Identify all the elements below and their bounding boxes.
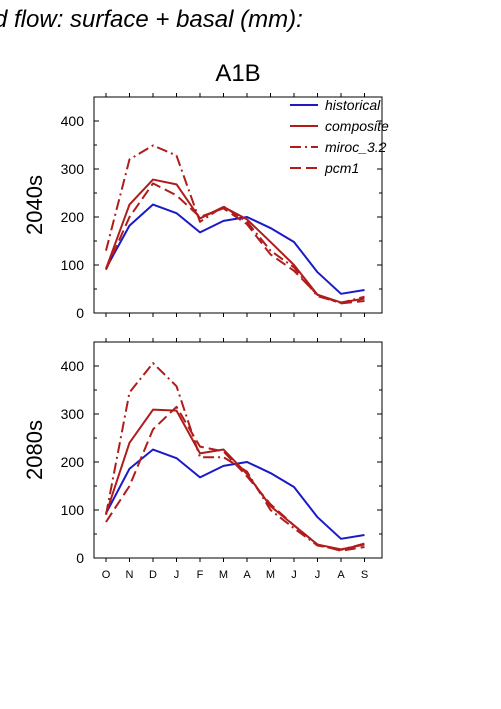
x-tick-label: A (243, 569, 251, 581)
series-line-composite (105, 408, 365, 551)
x-tick-label: J (291, 569, 297, 581)
y-tick-label: 100 (61, 502, 85, 518)
y-tick-label: 200 (61, 454, 85, 470)
y-tick-label: 0 (76, 305, 84, 321)
series-line-miroc-3-2 (105, 144, 365, 304)
x-tick-label: M (219, 569, 228, 581)
panel-label: 2080s (22, 420, 47, 480)
y-tick-label: 400 (61, 113, 85, 129)
legend: historical composite miroc_3.2 pcm1 (290, 97, 389, 176)
plot-frame (93, 341, 383, 559)
x-tick-label: M (266, 569, 275, 581)
legend-label: miroc_3.2 (325, 139, 387, 155)
series-line-pcm1 (105, 182, 365, 305)
legend-label: historical (325, 97, 381, 113)
y-tick-label: 0 (76, 550, 84, 566)
panel-label: 2040s (22, 175, 47, 235)
y-tick-label: 200 (61, 209, 85, 225)
chart-panel-2040s: 0 100 200 300 400 2040s historical composite mir… (22, 93, 389, 321)
legend-label: pcm1 (324, 160, 359, 176)
y-tick-label: 300 (61, 161, 85, 177)
x-tick-label: S (361, 569, 368, 581)
legend-label: composite (325, 118, 389, 134)
scenario-title: A1B (215, 60, 260, 87)
series-line-composite (105, 178, 365, 304)
y-tick-label: 300 (61, 406, 85, 422)
y-tick-label: 100 (61, 257, 85, 273)
x-tick-label: D (149, 569, 157, 581)
x-tick-label: N (126, 569, 134, 581)
chart-panel-2080s: 0 100 200 300 400 O N D J F M A M J J A S 2080s (22, 338, 383, 581)
plot-frame (93, 96, 383, 314)
figure-title: d flow: surface + basal (mm): (0, 6, 303, 33)
x-tick-label: F (197, 569, 204, 581)
chart-panels: 0 100 200 300 400 2040s historical composite mir… (22, 93, 389, 581)
x-tick-label: J (174, 569, 180, 581)
x-tick-label: O (102, 569, 111, 581)
x-tick-label: J (315, 569, 321, 581)
x-tick-label: A (337, 569, 345, 581)
series-line-pcm1 (105, 405, 365, 552)
series-line-historical (105, 203, 365, 295)
y-tick-label: 400 (61, 358, 85, 374)
